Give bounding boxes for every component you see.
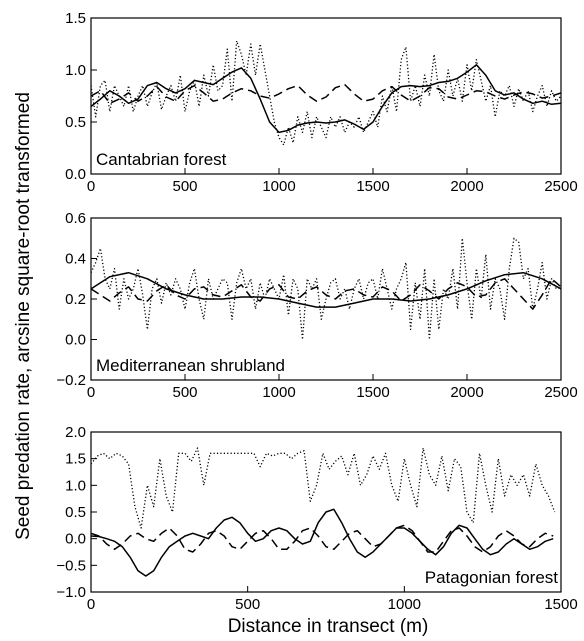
series-dashed-line <box>91 83 561 105</box>
y-tick-label: 2.0 <box>65 424 86 441</box>
x-tick-label: 1000 <box>262 178 295 195</box>
y-axis-title: Seed predation rate, arcsine square-root… <box>13 92 34 540</box>
y-tick-label: 0.0 <box>65 531 86 548</box>
x-tick-label: 1000 <box>262 384 295 401</box>
x-tick-label: 1500 <box>356 178 389 195</box>
x-tick-label: 2000 <box>450 384 483 401</box>
y-tick-label: 0.5 <box>65 114 86 131</box>
x-tick-label: 500 <box>172 384 197 401</box>
series-dashed-line <box>91 524 554 553</box>
plot-frame <box>90 17 562 175</box>
y-tick-label: −0.2 <box>56 372 86 389</box>
panel-label: Cantabrian forest <box>96 150 227 169</box>
panel-3: 0 500 1000 1500 −1.0 −0.5 0.0 0.5 1.0 1.5 2.0 Patag… <box>56 424 577 613</box>
series-solid-line <box>91 64 561 134</box>
x-tick-label: 500 <box>172 178 197 195</box>
y-tick-label: 1.0 <box>65 62 86 79</box>
y-tick-label: 0.0 <box>65 332 86 349</box>
panel-2: 0 500 1000 1500 2000 2500 −0.2 0.0 0.2 0.4 0.6 Medi… <box>56 210 577 401</box>
x-tick-label: 500 <box>235 596 260 613</box>
y-tick-label: −0.5 <box>56 557 86 574</box>
y-tick-label: −1.0 <box>56 584 86 601</box>
y-tick-label: 0.0 <box>65 166 86 183</box>
x-tick-label: 2500 <box>544 178 577 195</box>
y-tick-label: 0.2 <box>65 291 86 308</box>
panel-label: Patagonian forest <box>425 568 559 587</box>
x-axis-title: Distance in transect (m) <box>228 616 429 637</box>
y-tick-label: 1.5 <box>65 10 86 27</box>
y-tick-label: 0.6 <box>65 210 86 227</box>
panel-label: Mediterranean shrubland <box>96 356 285 375</box>
y-tick-label: 0.4 <box>65 251 86 268</box>
x-tick-label: 0 <box>87 384 95 401</box>
series-dashed-line <box>91 278 561 310</box>
series-solid-line <box>91 508 554 577</box>
x-tick-label: 1500 <box>544 596 577 613</box>
series-dotted-line <box>91 40 561 146</box>
x-tick-label: 0 <box>87 596 95 613</box>
x-tick-label: 2500 <box>544 384 577 401</box>
series-solid-line <box>91 271 561 308</box>
x-tick-label: 1000 <box>388 596 421 613</box>
x-tick-label: 2000 <box>450 178 483 195</box>
y-tick-label: 1.5 <box>65 451 86 468</box>
x-tick-label: 1500 <box>356 384 389 401</box>
x-tick-label: 0 <box>87 178 95 195</box>
y-tick-label: 1.0 <box>65 477 86 494</box>
panel-1: 0 500 1000 1500 2000 2500 0.0 0.5 1.0 1.5 Cantabri… <box>65 10 578 195</box>
y-tick-label: 0.5 <box>65 504 86 521</box>
series-dotted-line <box>91 237 561 341</box>
